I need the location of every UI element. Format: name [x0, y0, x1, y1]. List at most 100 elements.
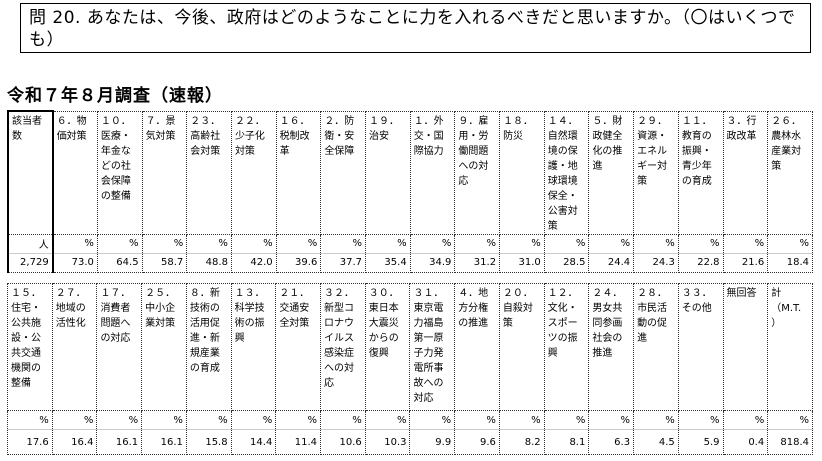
- unit-cell: %: [498, 410, 545, 430]
- value-cell: 16.1: [141, 429, 187, 455]
- value-cell: 818.4: [767, 429, 813, 455]
- header-cell: ３．行 政改革: [722, 110, 769, 235]
- unit-cell: %: [364, 410, 411, 430]
- value-cell: 73.0: [52, 252, 98, 273]
- header-cell: ７．景 気対策: [141, 110, 188, 235]
- header-cell: ３３． その他: [677, 283, 724, 411]
- header-cell: 計 （M.T. ）: [767, 283, 813, 411]
- value-cell: 48.8: [186, 252, 232, 273]
- header-cell: ２４． 男女共 同参画 社会の 推進: [588, 283, 635, 411]
- unit-cell: %: [633, 233, 679, 254]
- header-cell: １３． 科学技 術の振 興: [230, 283, 277, 411]
- header-cell: ３１． 東京電 力福島 第一原 子力発 電所事 故への 対応: [409, 283, 456, 411]
- header-cell: ５．財 政健全 化の推 進: [588, 110, 635, 235]
- header-row: 該当者 数 ６．物 価対策 １０． 医療・ 年金な どの社 会保障 の整備 ７．景 気…: [7, 110, 813, 235]
- header-cell: １６． 税制改 革: [275, 110, 322, 235]
- header-cell: ８．新 技術の 活用促 進・新 規産業 の育成: [185, 283, 232, 411]
- value-cell: 11.4: [275, 429, 322, 455]
- unit-cell: %: [230, 410, 277, 430]
- unit-cell: %: [320, 410, 366, 430]
- unit-cell: %: [230, 233, 277, 254]
- header-cell: １１． 教育の 振興・ 青少年 の育成: [677, 110, 724, 235]
- unit-cell: %: [275, 410, 322, 430]
- value-cell: 8.2: [498, 429, 545, 455]
- header-cell: ２２． 少子化 対策: [230, 110, 277, 235]
- value-cell: 31.2: [454, 252, 501, 273]
- value-cell: 24.4: [588, 252, 635, 273]
- header-cell: ２０． 自殺対 策: [498, 283, 545, 411]
- value-row: 17.6 16.4 16.1 16.1 15.8 14.4 11.4 10.6 10.3 9.9 9…: [7, 429, 813, 455]
- value-cell: 18.4: [767, 252, 813, 273]
- unit-cell: %: [543, 410, 590, 430]
- unit-cell: %: [633, 410, 679, 430]
- header-cell: 該当者 数: [7, 110, 54, 235]
- value-cell: 9.6: [454, 429, 500, 455]
- value-cell: 21.6: [722, 252, 769, 273]
- unit-cell: %: [141, 233, 188, 254]
- unit-cell: 人: [7, 233, 54, 254]
- header-cell: １５． 住宅・ 公共施 設・公 共交通 機関の 整備: [7, 283, 53, 411]
- unit-cell: %: [409, 410, 456, 430]
- value-cell: 17.6: [7, 429, 53, 455]
- unit-row: %%%%%%%%%%%%%%%%%%: [7, 410, 813, 430]
- header-cell: ９．雇 用・労 働問題 への対 応: [454, 110, 501, 235]
- value-cell: 42.0: [230, 252, 277, 273]
- value-cell: 31.0: [499, 252, 545, 273]
- header-cell: ４．地 方分権 の推進: [454, 283, 500, 411]
- unit-cell: %: [275, 233, 322, 254]
- header-cell: ３０． 東日本 大震災 からの 復興: [364, 283, 411, 411]
- value-cell: 10.6: [320, 429, 366, 455]
- unit-cell: %: [96, 233, 143, 254]
- value-cell: 37.7: [320, 252, 366, 273]
- value-cell: 58.7: [141, 252, 188, 273]
- unit-cell: %: [320, 233, 366, 254]
- header-cell: ２６． 農林水 産業対 策: [767, 110, 813, 235]
- header-row: １５． 住宅・ 公共施 設・公 共交通 機関の 整備 ２７． 地域の 活性化 １７．…: [7, 283, 813, 411]
- unit-cell: %: [543, 233, 590, 254]
- results-table-2: １５． 住宅・ 公共施 設・公 共交通 機関の 整備 ２７． 地域の 活性化 １７．…: [7, 283, 813, 455]
- unit-row: 人%%%%%%%%%%%%%%%%%: [7, 233, 813, 254]
- header-cell: ２．防 衛・安 全保障: [320, 110, 366, 235]
- value-cell: 24.3: [633, 252, 679, 273]
- unit-cell: %: [365, 233, 411, 254]
- value-cell: 15.8: [185, 429, 232, 455]
- header-cell: １４． 自然環 境の保 護・地 球環境 保全・ 公害対 策: [543, 110, 590, 235]
- question-text: 問 20. あなたは、今後、政府はどのようなことに力を入れるべきだと思いますか。…: [20, 3, 811, 53]
- unit-cell: %: [722, 233, 769, 254]
- value-cell: 28.5: [543, 252, 590, 273]
- unit-cell: %: [499, 233, 545, 254]
- header-cell: １９． 治安: [365, 110, 411, 235]
- value-cell: 34.9: [409, 252, 456, 273]
- header-cell: １８． 防災: [499, 110, 545, 235]
- header-cell: ２３． 高齢社 会対策: [186, 110, 232, 235]
- header-cell: ３２． 新型コ ロナウ イルス 感染症 への対 応: [320, 283, 366, 411]
- unit-cell: %: [141, 410, 187, 430]
- value-cell: 5.9: [677, 429, 724, 455]
- unit-cell: %: [588, 233, 635, 254]
- survey-label: 令和７年８月調査（速報）: [7, 86, 223, 106]
- unit-cell: %: [454, 410, 500, 430]
- unit-cell: %: [51, 410, 98, 430]
- header-cell: １２． 文化・ スポー ツの振 興: [543, 283, 590, 411]
- unit-cell: %: [186, 233, 232, 254]
- header-cell: ２８． 市民活 動の促 進: [633, 283, 679, 411]
- value-cell: 16.4: [51, 429, 98, 455]
- value-cell: 16.1: [96, 429, 143, 455]
- unit-cell: %: [767, 233, 813, 254]
- value-cell: 6.3: [588, 429, 635, 455]
- value-cell: 0.4: [722, 429, 769, 455]
- value-cell: 64.5: [96, 252, 143, 273]
- value-cell: 39.6: [275, 252, 322, 273]
- unit-cell: %: [185, 410, 232, 430]
- header-cell: 無回答: [722, 283, 769, 411]
- value-cell: 9.9: [409, 429, 456, 455]
- unit-cell: %: [7, 410, 53, 430]
- header-cell: ６．物 価対策: [52, 110, 98, 235]
- unit-cell: %: [677, 410, 724, 430]
- header-cell: １０． 医療・ 年金な どの社 会保障 の整備: [96, 110, 143, 235]
- unit-cell: %: [677, 233, 724, 254]
- value-cell: 4.5: [633, 429, 679, 455]
- header-cell: ２５． 中小企 業対策: [141, 283, 187, 411]
- value-cell: 8.1: [543, 429, 590, 455]
- header-cell: １７． 消費者 問題へ の対応: [96, 283, 143, 411]
